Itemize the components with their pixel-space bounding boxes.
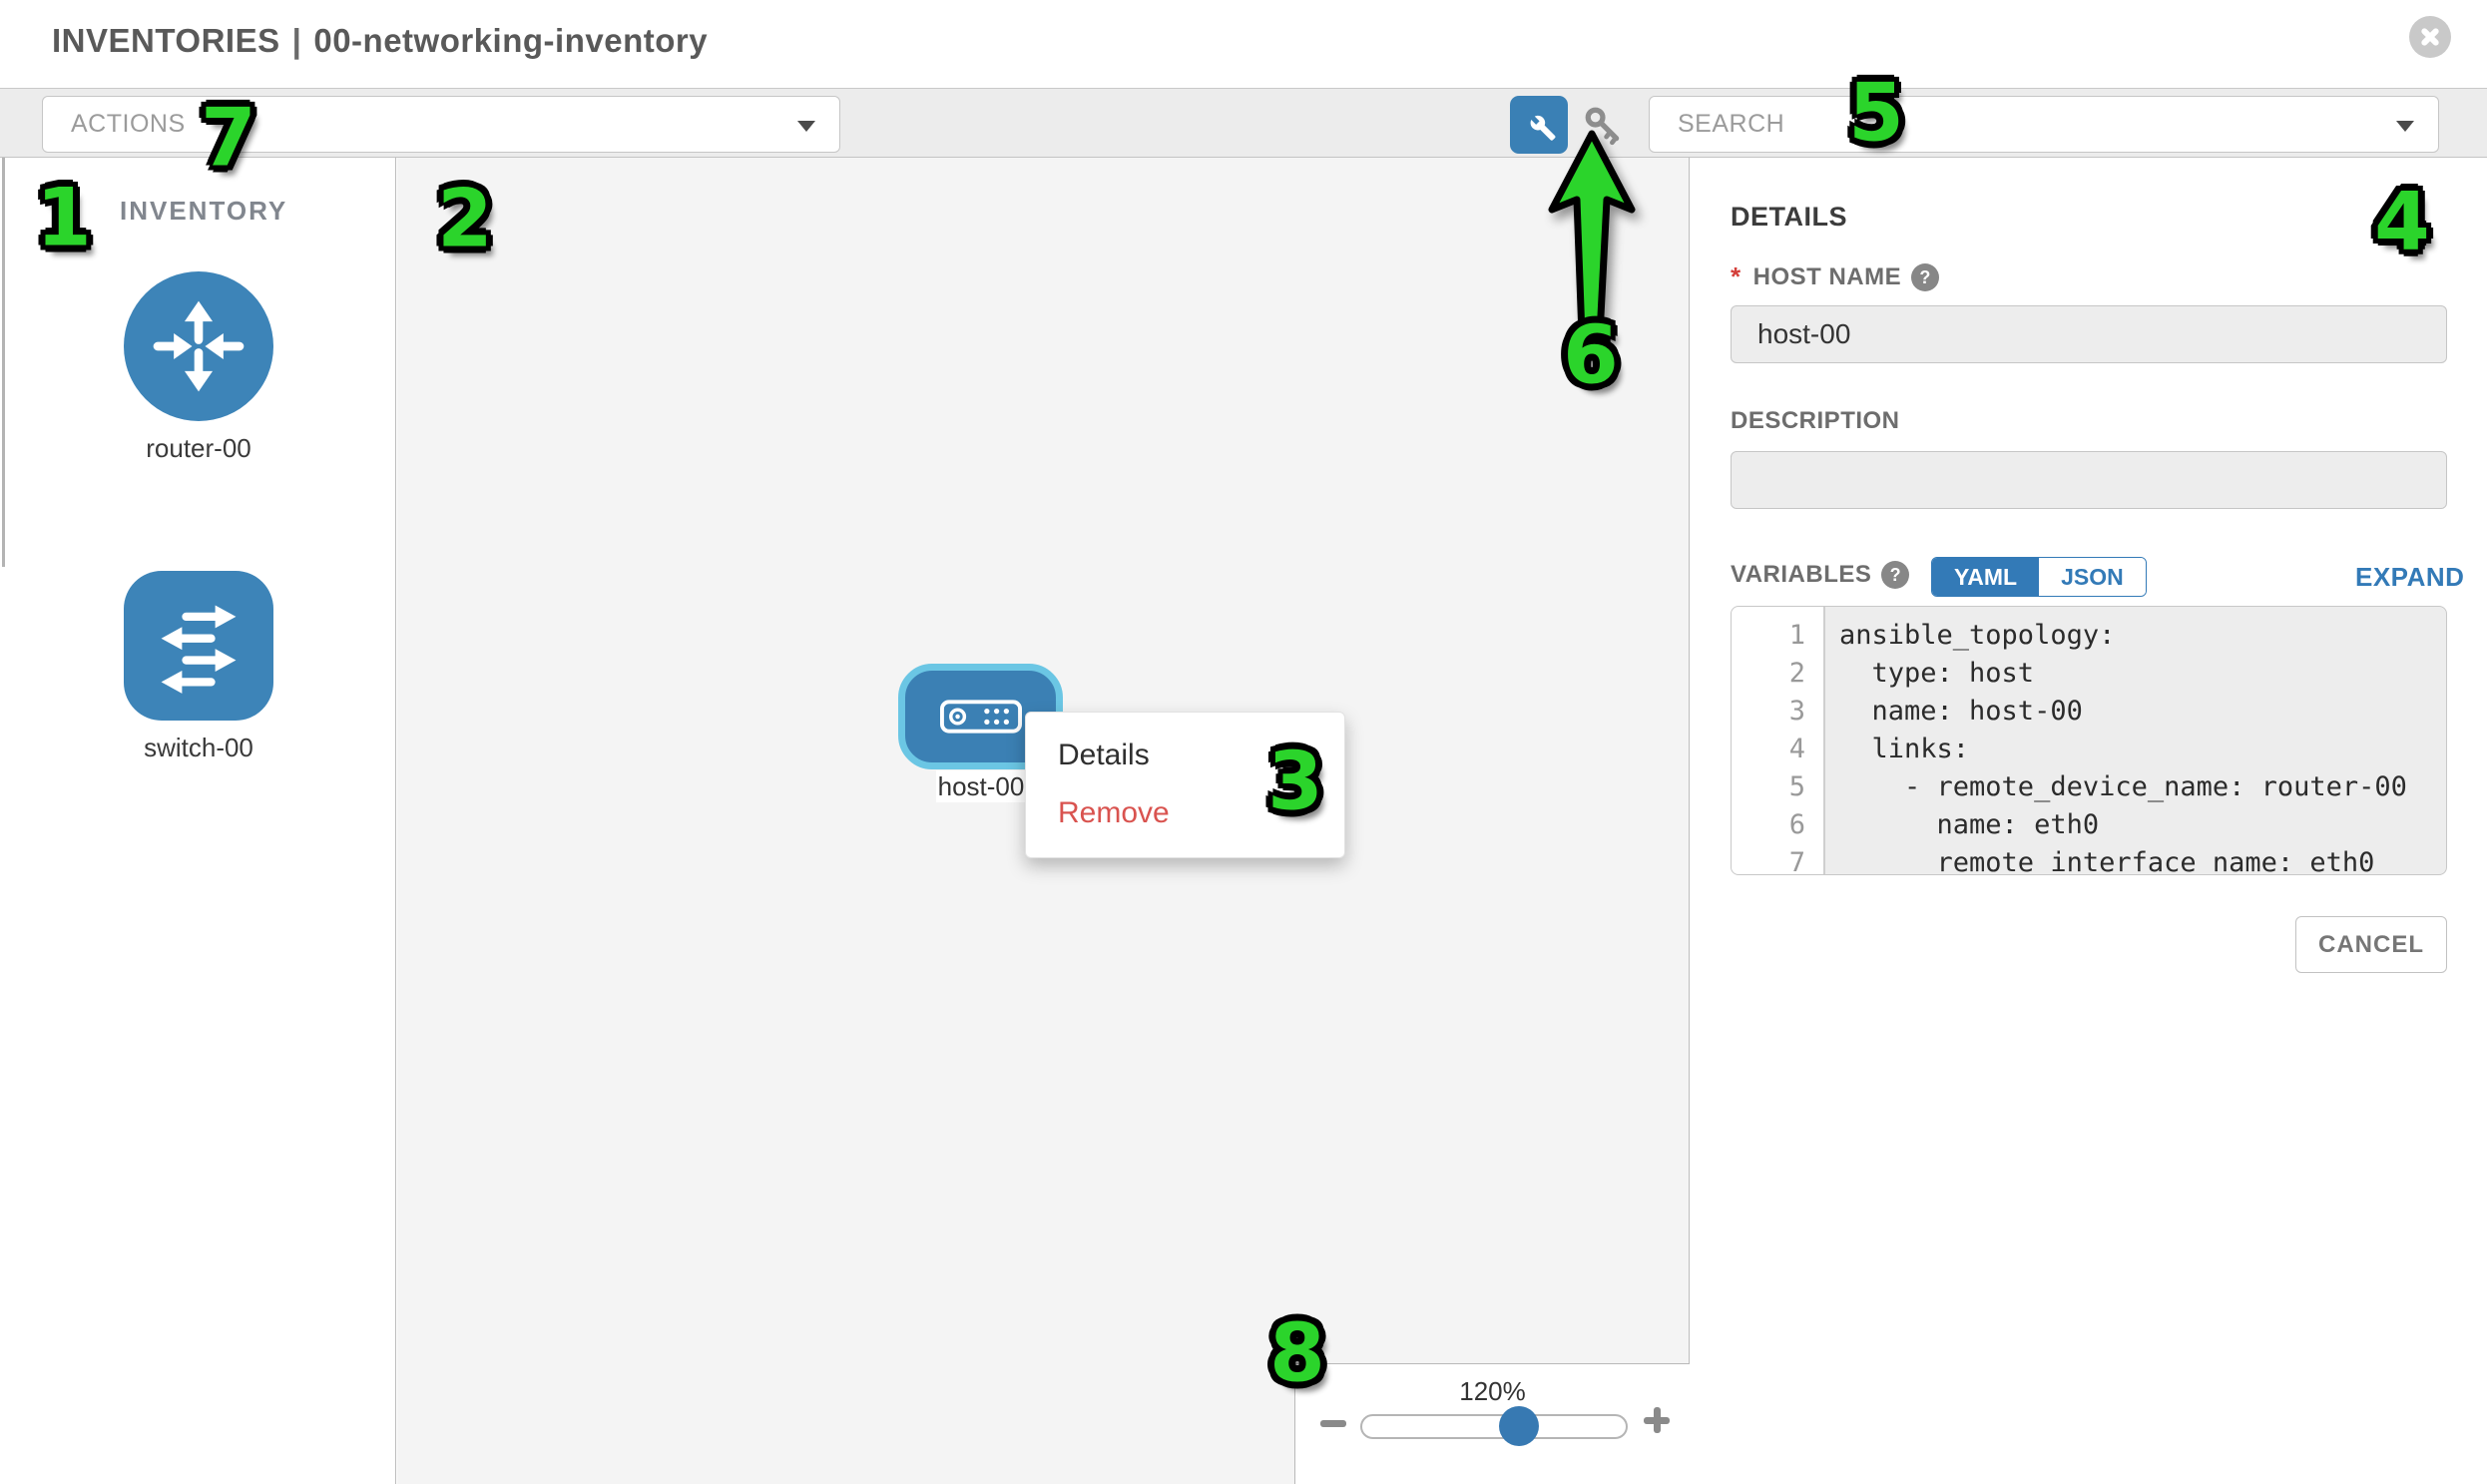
expand-link[interactable]: EXPAND bbox=[2355, 562, 2465, 592]
code-line: 6 name: eth0 bbox=[1788, 809, 2100, 840]
zoom-in-plus-icon[interactable] bbox=[1643, 1406, 1671, 1434]
inventory-title: INVENTORY bbox=[120, 196, 288, 226]
required-asterisk: * bbox=[1731, 261, 1741, 291]
search-dropdown[interactable]: SEARCH bbox=[1649, 96, 2439, 153]
zoom-slider-thumb[interactable] bbox=[1499, 1406, 1539, 1446]
code-line: 3 name: host-00 bbox=[1788, 696, 2083, 727]
zoom-slider-track[interactable] bbox=[1360, 1414, 1628, 1439]
chevron-down-icon bbox=[2396, 121, 2414, 132]
annotation-arrow bbox=[1548, 130, 1636, 339]
context-menu-item-details[interactable]: Details bbox=[1058, 739, 1150, 771]
toolbar: ACTIONS SEARCH bbox=[0, 88, 2487, 158]
host-node-label: host-00 bbox=[936, 770, 1026, 802]
switch-label: switch-00 bbox=[144, 733, 253, 762]
zoom-level-value: 120% bbox=[1459, 1376, 1526, 1406]
context-menu-item-remove[interactable]: Remove bbox=[1058, 796, 1170, 829]
annotation-5: 5 bbox=[1848, 66, 1904, 160]
header: INVENTORIES | 00-networking-inventory bbox=[0, 0, 2487, 88]
annotation-6: 6 bbox=[1563, 308, 1619, 402]
variables-code-editor[interactable]: 1 ansible_topology: 2 type: host 3 name: … bbox=[1731, 606, 2447, 875]
key-search-button[interactable] bbox=[1583, 105, 1625, 147]
annotation-4: 4 bbox=[2374, 175, 2430, 268]
annotation-1: 1 bbox=[36, 171, 92, 264]
close-icon[interactable] bbox=[2409, 16, 2451, 58]
code-line: 2 type: host bbox=[1788, 658, 2035, 689]
host-name-label: * HOST NAME ? bbox=[1731, 261, 1940, 292]
details-panel: DETAILS * HOST NAME ? DESCRIPTION VARIAB… bbox=[1691, 158, 2487, 1484]
context-menu: Details Remove bbox=[1025, 712, 1345, 858]
host-name-input[interactable] bbox=[1731, 305, 2447, 363]
tab-yaml[interactable]: YAML bbox=[1932, 558, 2040, 596]
zoom-out-minus-icon[interactable] bbox=[1320, 1420, 1346, 1427]
key-icon bbox=[1585, 107, 1620, 146]
actions-dropdown-label: ACTIONS bbox=[71, 110, 186, 138]
annotation-8: 8 bbox=[1269, 1306, 1325, 1400]
wrench-icon bbox=[1530, 115, 1556, 141]
code-line: 7 remote_interface_name: eth0 bbox=[1788, 847, 2375, 875]
switch-icon bbox=[124, 571, 273, 721]
code-line: 1 ansible_topology: bbox=[1788, 620, 2116, 651]
sidebar-item-router-00[interactable]: router-00 bbox=[89, 271, 308, 464]
help-icon[interactable]: ? bbox=[1881, 561, 1910, 589]
inventory-name: 00-networking-inventory bbox=[313, 22, 709, 59]
variables-label: VARIABLES ? bbox=[1731, 561, 1910, 589]
host-icon bbox=[939, 700, 1022, 734]
breadcrumb-separator: | bbox=[291, 22, 302, 59]
cancel-button[interactable]: CANCEL bbox=[2295, 916, 2447, 973]
code-line: 4 links: bbox=[1788, 734, 1970, 764]
description-label: DESCRIPTION bbox=[1731, 407, 1900, 434]
tab-json[interactable]: JSON bbox=[2039, 558, 2146, 596]
annotation-7: 7 bbox=[201, 91, 256, 185]
sidebar-item-switch-00[interactable]: switch-00 bbox=[89, 571, 308, 763]
search-placeholder: SEARCH bbox=[1678, 110, 1785, 138]
annotation-3: 3 bbox=[1267, 735, 1323, 828]
code-line: 5 - remote_device_name: router-00 bbox=[1788, 771, 2407, 802]
zoom-control-panel: 120% bbox=[1294, 1363, 1690, 1484]
topology-canvas[interactable]: host-00 Details Remove 120% bbox=[397, 158, 1690, 1484]
chevron-down-icon bbox=[797, 121, 815, 132]
details-panel-title: DETAILS bbox=[1731, 202, 1847, 232]
breadcrumb: INVENTORIES bbox=[52, 22, 280, 59]
router-label: router-00 bbox=[146, 433, 251, 463]
variables-format-toggle: YAML JSON bbox=[1931, 557, 2147, 597]
router-icon bbox=[124, 271, 273, 421]
actions-dropdown[interactable]: ACTIONS bbox=[42, 96, 840, 153]
annotation-2: 2 bbox=[437, 172, 493, 265]
description-input[interactable] bbox=[1731, 451, 2447, 509]
sidebar-scrollbar[interactable] bbox=[2, 158, 5, 567]
help-icon[interactable]: ? bbox=[1911, 262, 1940, 291]
wrench-button[interactable] bbox=[1510, 96, 1568, 154]
page-title: INVENTORIES | 00-networking-inventory bbox=[52, 22, 708, 60]
